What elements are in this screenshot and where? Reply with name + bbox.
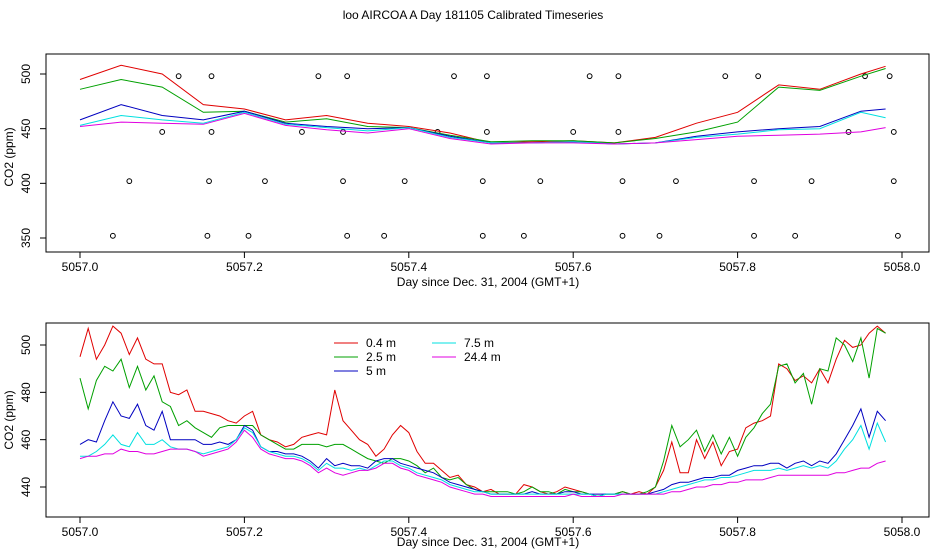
top-sample-point xyxy=(751,232,757,239)
top-sample-point xyxy=(299,129,305,135)
top-y-tick-label-400: 400 xyxy=(19,173,33,193)
top-sample-point xyxy=(175,73,182,80)
legend-label-24-4-m: 24.4 m xyxy=(464,350,501,364)
legend-label-5-m: 5 m xyxy=(366,364,386,378)
top-sample-points xyxy=(109,73,901,239)
top-sample-point xyxy=(890,129,897,135)
top-sample-point xyxy=(344,73,351,80)
top-sample-point xyxy=(483,73,490,80)
top-sample-point xyxy=(886,73,893,80)
bottom-y-tick-label-460: 460 xyxy=(19,429,33,449)
top-sample-point xyxy=(262,178,268,185)
bottom-series-lines xyxy=(79,325,887,498)
top-sample-point xyxy=(344,232,351,239)
top-sample-point xyxy=(619,232,626,239)
bottom-x-axis-label: Day since Dec. 31, 2004 (GMT+1) xyxy=(397,535,579,549)
top-sample-point xyxy=(483,129,490,135)
top-plot-frame xyxy=(45,53,930,253)
legend: 0.4 m2.5 m5 m 7.5 m24.4 m xyxy=(334,336,501,378)
top-series-lines xyxy=(79,64,886,145)
top-sample-point xyxy=(479,232,486,239)
top-series-line-24-4-m xyxy=(79,112,886,145)
top-sample-point xyxy=(208,129,215,135)
top-x-tick-label-5057-8: 5057.8 xyxy=(719,260,756,274)
bottom-x-tick-label-5058-0: 5058.0 xyxy=(884,525,921,539)
top-sample-point xyxy=(673,178,679,185)
top-x-tick-label-5057-6: 5057.6 xyxy=(555,260,592,274)
top-sample-point xyxy=(208,73,215,80)
top-sample-point xyxy=(381,232,388,239)
bottom-x-tick-label-5057-0: 5057.0 xyxy=(62,525,99,539)
top-sample-point xyxy=(722,73,729,80)
top-sample-point xyxy=(619,178,626,185)
top-panel: 5057.0 5057.2 5057.4 5057.6 5057.8 5058.0 350 4… xyxy=(2,53,930,289)
top-x-axis-label: Day since Dec. 31, 2004 (GMT+1) xyxy=(397,275,579,289)
top-sample-point xyxy=(537,178,544,185)
top-x-tick-label-5058-0: 5058.0 xyxy=(884,260,921,274)
legend-label-0-4-m: 0.4 m xyxy=(366,336,396,350)
top-sample-point xyxy=(109,232,116,239)
top-sample-point xyxy=(615,129,622,135)
top-x-tick-label-5057-0: 5057.0 xyxy=(62,260,99,274)
legend-label-2-5-m: 2.5 m xyxy=(366,350,396,364)
top-y-tick-label-450: 450 xyxy=(19,118,33,138)
legend-label-7-5-m: 7.5 m xyxy=(464,336,494,350)
bottom-plot-frame xyxy=(45,322,930,518)
bottom-y-tick-label-500: 500 xyxy=(19,335,33,355)
bottom-x-tick-label-5057-2: 5057.2 xyxy=(226,525,263,539)
figure-title: loo AIRCOA A Day 181105 Calibrated Times… xyxy=(343,8,604,22)
top-sample-point xyxy=(615,73,622,80)
top-sample-point xyxy=(159,129,166,135)
top-sample-point xyxy=(451,73,457,80)
top-sample-point xyxy=(245,232,252,239)
bottom-x-tick-label-5057-4: 5057.4 xyxy=(390,525,427,539)
bottom-axes: 5057.0 5057.2 5057.4 5057.6 5057.8 5058.0 440 4… xyxy=(19,335,921,539)
top-sample-point xyxy=(520,232,527,239)
top-sample-point xyxy=(792,232,799,239)
top-sample-point xyxy=(206,178,212,185)
top-sample-point xyxy=(586,73,593,80)
top-sample-point xyxy=(890,178,897,185)
bottom-y-tick-label-440: 440 xyxy=(19,477,33,497)
top-x-tick-label-5057-4: 5057.4 xyxy=(390,260,427,274)
top-series-line-7-5-m xyxy=(79,111,886,145)
top-series-line-2-5-m xyxy=(79,68,886,144)
top-sample-point xyxy=(401,178,408,185)
top-sample-point xyxy=(755,73,762,80)
top-sample-point xyxy=(204,232,211,239)
top-sample-point xyxy=(340,129,346,135)
top-sample-point xyxy=(656,232,663,239)
top-sample-point xyxy=(751,178,757,185)
bottom-x-tick-label-5057-6: 5057.6 xyxy=(555,525,592,539)
bottom-x-tick-label-5057-8: 5057.8 xyxy=(719,525,756,539)
top-axes: 5057.0 5057.2 5057.4 5057.6 5057.8 5058.0 350 4… xyxy=(19,64,921,274)
bottom-y-axis-label: CO2 (ppm) xyxy=(2,390,16,449)
top-sample-point xyxy=(894,232,901,239)
bottom-panel: 5057.0 5057.2 5057.4 5057.6 5057.8 5058.0 440 4… xyxy=(2,322,930,549)
top-y-tick-label-350: 350 xyxy=(19,228,33,248)
top-y-tick-label-500: 500 xyxy=(19,64,33,84)
top-sample-point xyxy=(126,178,133,185)
bottom-series-line-7-5-m xyxy=(80,421,887,498)
top-y-axis-label: CO2 (ppm) xyxy=(2,127,16,186)
top-sample-point xyxy=(340,178,346,185)
top-x-tick-label-5057-2: 5057.2 xyxy=(226,260,263,274)
bottom-y-tick-label-480: 480 xyxy=(19,382,33,402)
top-sample-point xyxy=(315,73,322,80)
top-sample-point xyxy=(479,178,486,185)
top-sample-point xyxy=(570,129,577,135)
top-sample-point xyxy=(808,178,815,185)
bottom-series-line-24-4-m xyxy=(79,429,886,497)
